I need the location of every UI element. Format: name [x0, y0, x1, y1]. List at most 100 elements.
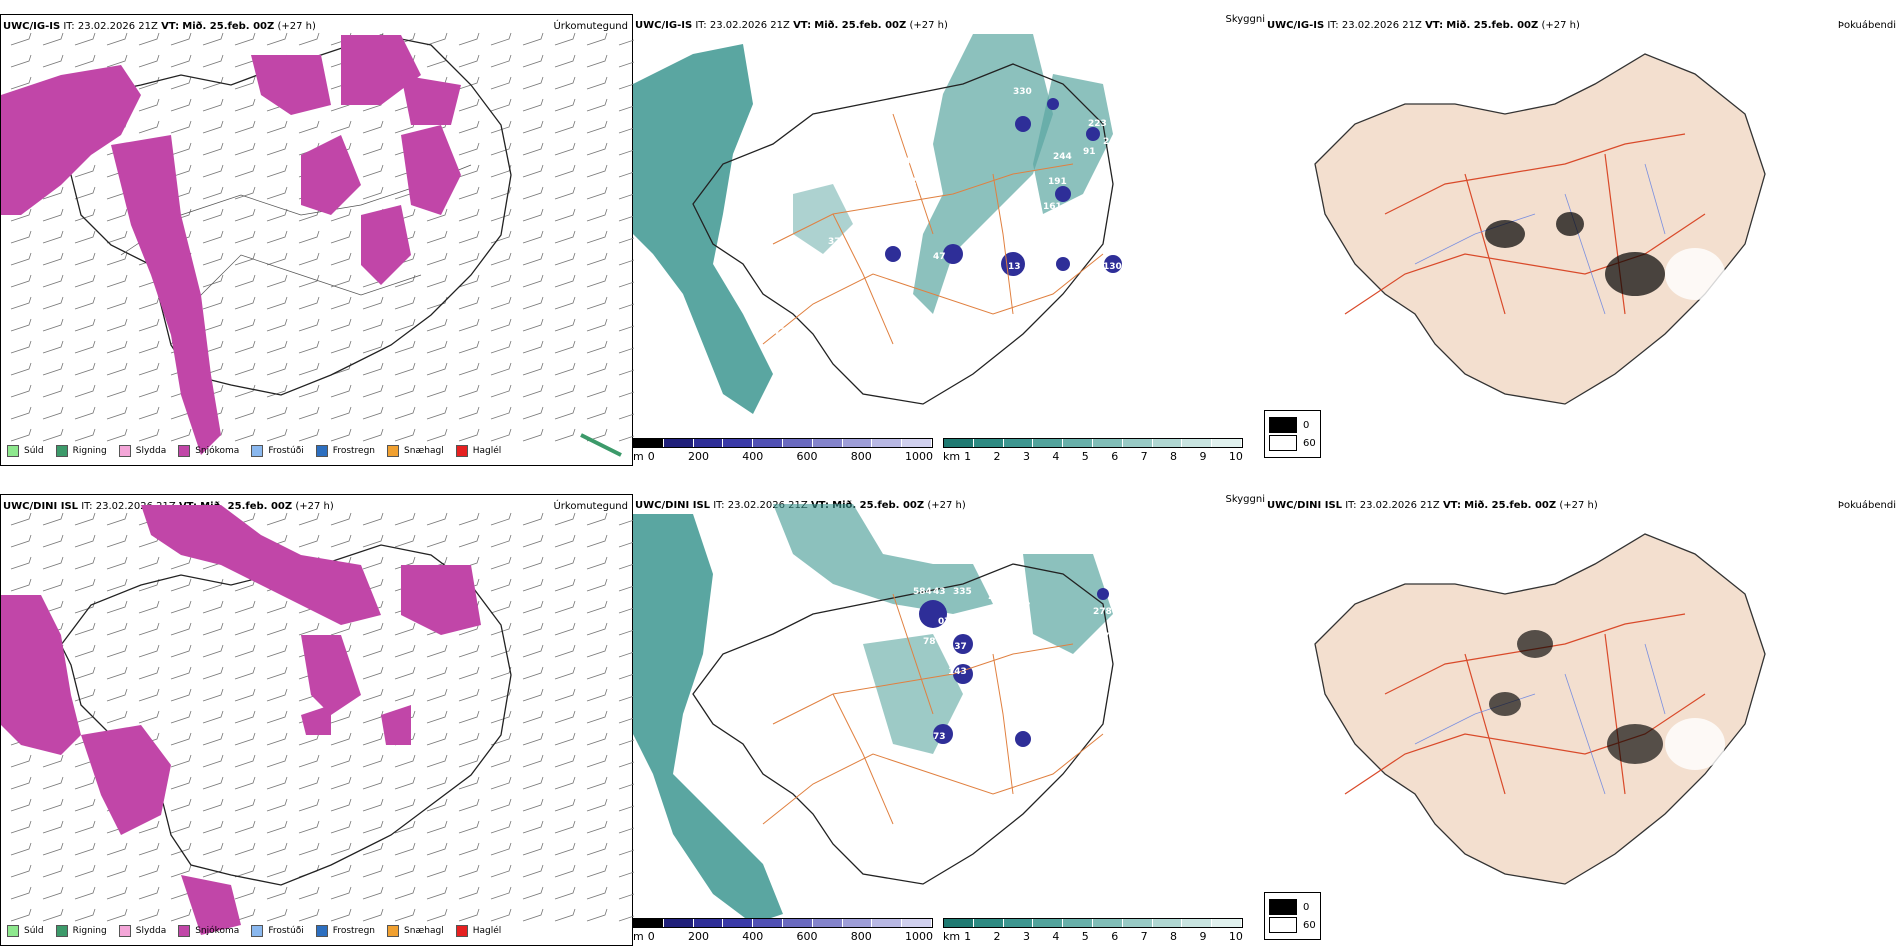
wind-barb	[394, 622, 416, 636]
wind-barb	[554, 32, 576, 46]
wind-barb	[618, 105, 634, 112]
legend-label: Snjókoma	[195, 446, 240, 456]
wind-barb	[586, 666, 608, 680]
wind-barb	[362, 362, 384, 376]
cloud-base-label: 330	[1013, 87, 1032, 97]
legend-label: Haglél	[472, 926, 502, 936]
wind-barb	[458, 252, 480, 266]
wind-barb	[42, 230, 64, 244]
wind-barb	[394, 362, 416, 376]
wind-barb	[458, 164, 480, 178]
wind-barb	[42, 754, 64, 768]
wind-barb	[202, 798, 224, 812]
wind-barb	[170, 164, 192, 178]
wind-barb	[618, 893, 634, 900]
cloud-base-label: 244	[1053, 152, 1072, 162]
wind-barb	[394, 384, 416, 398]
wind-barb	[330, 428, 352, 442]
wind-barb	[10, 230, 32, 244]
scale-segment	[872, 919, 903, 927]
wind-barb	[266, 186, 288, 200]
wind-barb	[554, 534, 576, 548]
wind-barb	[298, 230, 320, 244]
wind-barb	[554, 362, 576, 376]
wind-barb	[138, 622, 160, 636]
wind-barb	[586, 208, 608, 222]
wind-barb	[490, 32, 512, 46]
scale-tick: 1	[964, 450, 972, 463]
wind-barb	[458, 120, 480, 134]
legend-label: Súld	[24, 446, 44, 456]
wind-barb	[458, 688, 480, 702]
cloud-base-label: 73	[933, 732, 946, 742]
wind-barb	[554, 644, 576, 658]
visibility-map: 330 223 91 544 562 244 191 161 443 319 37 47 124 13 13…	[633, 34, 1122, 414]
wind-barb	[618, 717, 634, 724]
wind-barb	[266, 142, 288, 156]
wind-barb	[202, 578, 224, 592]
wind-barb	[458, 274, 480, 288]
wind-barb	[74, 512, 96, 526]
wind-barb	[170, 600, 192, 614]
wind-barb	[426, 512, 448, 526]
wind-barb	[522, 578, 544, 592]
wind-barb	[618, 827, 634, 834]
wind-barb	[170, 644, 192, 658]
wind-barb	[298, 428, 320, 442]
wind-barb	[426, 666, 448, 680]
wind-barb	[458, 820, 480, 834]
wind-barb	[458, 318, 480, 332]
wind-barb	[10, 296, 32, 310]
wind-barb	[586, 820, 608, 834]
legend-label: Frostúði	[268, 446, 304, 456]
wind-barb	[106, 864, 128, 878]
wind-barb	[426, 252, 448, 266]
scale-segment	[1092, 919, 1123, 927]
wind-barb	[170, 120, 192, 134]
wind-barb	[10, 556, 32, 570]
scale-segment	[782, 919, 813, 927]
legend-swatch	[387, 445, 400, 457]
wind-barb	[362, 120, 384, 134]
wind-barb	[522, 208, 544, 222]
wind-barb	[522, 296, 544, 310]
wind-barb	[138, 32, 160, 46]
wind-barb	[554, 578, 576, 592]
wind-barb	[618, 805, 634, 812]
wind-barb	[298, 384, 320, 398]
wind-barb	[362, 296, 384, 310]
wind-barb	[618, 83, 634, 90]
legend-item: Rigning	[55, 445, 107, 457]
wind-barb	[74, 776, 96, 790]
scale-segment	[842, 439, 873, 447]
wind-barb	[618, 61, 634, 68]
wind-barb	[554, 54, 576, 68]
wind-barb	[74, 186, 96, 200]
wind-barb	[490, 798, 512, 812]
wind-barb	[74, 600, 96, 614]
scale-segment	[1063, 439, 1093, 447]
wind-barb	[426, 428, 448, 442]
wind-barb	[266, 622, 288, 636]
wind-barb	[586, 776, 608, 790]
wind-barb	[458, 798, 480, 812]
wind-barb	[394, 406, 416, 420]
scale-segment	[693, 439, 724, 447]
wind-barb	[554, 754, 576, 768]
wind-barb	[618, 127, 634, 134]
scale-tick: 2	[993, 930, 1001, 943]
wind-barb	[426, 274, 448, 288]
wind-barb	[202, 32, 224, 46]
wind-barb	[106, 886, 128, 900]
wind-barb	[202, 644, 224, 658]
wind-barb	[490, 710, 512, 724]
wind-barb	[554, 274, 576, 288]
wind-barb	[458, 710, 480, 724]
wind-barb	[490, 428, 512, 442]
wind-barb	[10, 534, 32, 548]
wind-barb	[490, 732, 512, 746]
wind-barb	[266, 296, 288, 310]
wind-barb	[138, 428, 160, 442]
cloud-base-label: 559	[963, 617, 982, 627]
legend-swatch	[55, 925, 68, 937]
